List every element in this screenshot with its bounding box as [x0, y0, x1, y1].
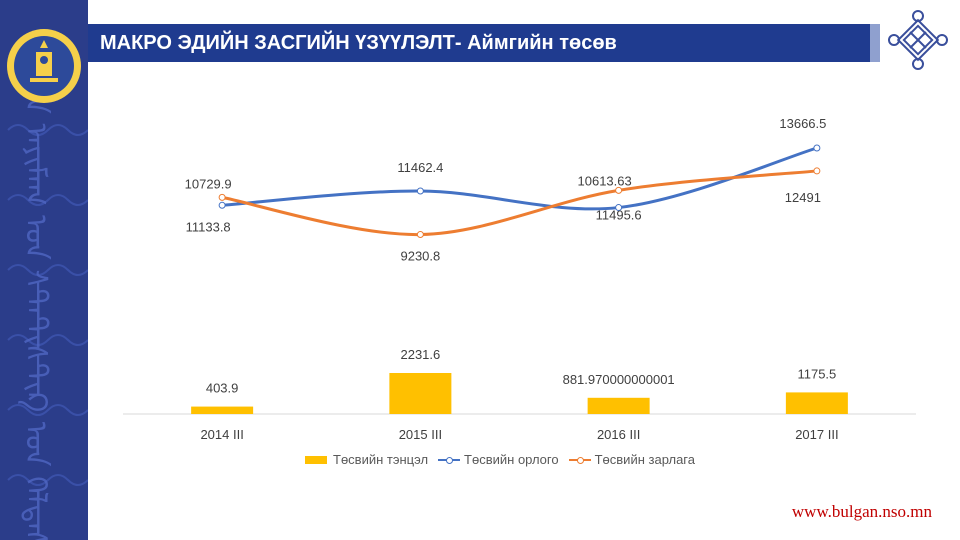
legend-swatch-balance: [305, 455, 327, 464]
chart-legend: Төсвийн тэнцэл Төсвийн орлого Төсвийн за…: [305, 452, 699, 467]
website-url[interactable]: www.bulgan.nso.mn: [791, 502, 932, 521]
legend-label-expense: Төсвийн зарлага: [594, 452, 695, 467]
legend-item-expense: Төсвийн зарлага: [568, 452, 695, 467]
point-expense-0: [218, 193, 226, 201]
point-income-0: [218, 201, 226, 209]
bar-balance-2: [587, 397, 650, 414]
data-label-balance-0: 403.9: [206, 381, 239, 396]
x-tick-label-3: 2017 III: [795, 427, 838, 442]
legend-label-income: Төсвийн орлого: [464, 452, 559, 467]
point-income-2: [615, 204, 623, 212]
data-label-expense-2: 11495.6: [596, 207, 642, 222]
bar-balance-3: [785, 392, 848, 414]
title-bar: МАКРО ЭДИЙН ЗАСГИЙН ҮЗҮҮЛЭЛТ- Аймгийн тө…: [88, 24, 880, 62]
data-label-income-0: 10729.9: [185, 176, 232, 191]
point-expense-2: [615, 186, 623, 194]
data-label-expense-3: 12491: [785, 190, 821, 205]
point-income-1: [416, 187, 424, 195]
data-label-income-1: 11462.4: [397, 160, 443, 175]
data-label-balance-2: 881.970000000001: [563, 372, 675, 387]
data-label-balance-1: 2231.6: [400, 347, 440, 362]
legend-item-income: Төсвийн орлого: [438, 452, 559, 467]
legend-swatch-income: [438, 455, 461, 465]
legend-item-balance: Төсвийн тэнцэл: [305, 452, 428, 467]
bar-balance-0: [191, 406, 254, 414]
endless-knot-logo-icon: [888, 10, 948, 70]
data-label-income-2: 10613.63: [578, 174, 632, 189]
data-label-income-3: 13666.5: [779, 116, 826, 131]
point-expense-1: [416, 231, 424, 239]
data-label-balance-3: 1175.5: [797, 366, 836, 381]
line-expense: [221, 169, 818, 237]
page-title: МАКРО ЭДИЙН ЗАСГИЙН ҮЗҮҮЛЭЛТ- Аймгийн тө…: [100, 32, 617, 54]
data-label-expense-1: 9230.8: [400, 249, 440, 264]
legend-label-balance: Төсвийн тэнцэл: [333, 452, 429, 467]
sidebar-pattern: [7, 124, 88, 486]
x-tick-label-2: 2016 III: [597, 427, 640, 442]
x-tick-label-1: 2015 III: [399, 427, 442, 442]
sidebar: ᠪᠤᠯᠠᠭᠠᠨ ᠠᠶᠢᠮᠠᠭ ᠤᠨ ᠰᠲ᠋ᠠᠲ᠋ᠢᠰᠲ᠋ᠢᠺ ᠤᠨ ᠬᠡᠯᠲᠡᠰ: [0, 0, 88, 540]
legend-swatch-expense: [568, 455, 591, 465]
data-label-expense-0: 11133.8: [186, 219, 231, 234]
national-statistics-emblem-icon: [7, 29, 81, 103]
point-income-3: [813, 144, 821, 152]
bar-balance-1: [389, 373, 452, 414]
x-tick-label-0: 2014 III: [200, 427, 243, 442]
point-expense-3: [813, 167, 821, 175]
